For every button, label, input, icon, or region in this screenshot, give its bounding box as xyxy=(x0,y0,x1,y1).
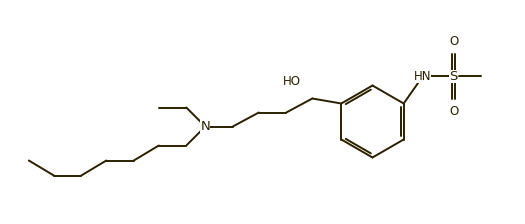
Text: O: O xyxy=(449,34,458,47)
Text: S: S xyxy=(449,69,458,82)
Text: HN: HN xyxy=(414,69,432,82)
Text: HO: HO xyxy=(284,75,301,88)
Text: O: O xyxy=(449,105,458,118)
Text: N: N xyxy=(201,120,210,133)
